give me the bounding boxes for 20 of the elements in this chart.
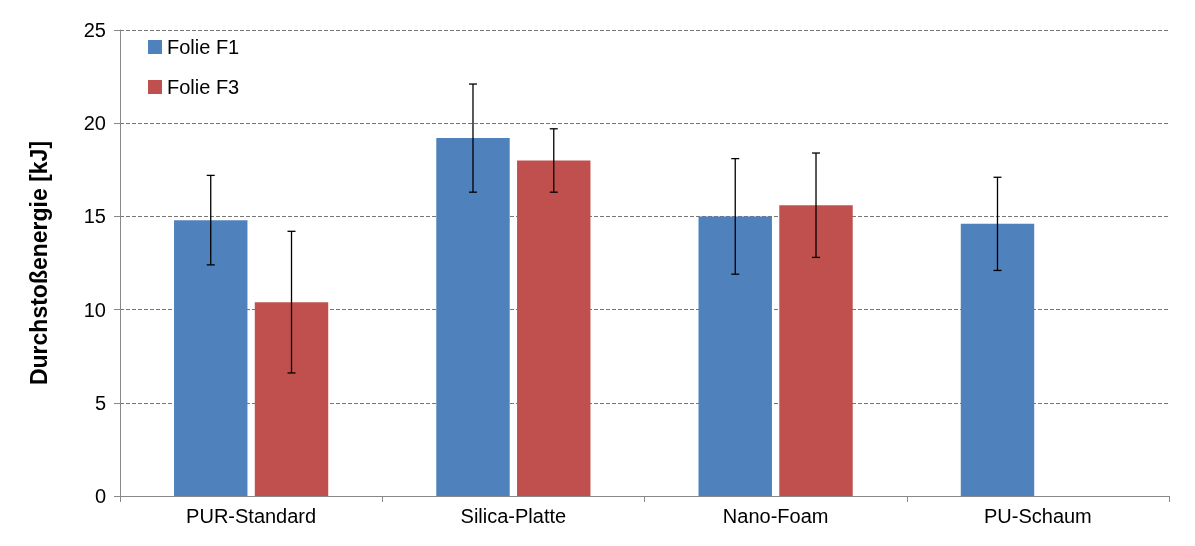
- y-tick-label: 0: [94, 485, 106, 507]
- bar: [779, 205, 853, 496]
- bar: [698, 216, 772, 496]
- y-tick-label: 25: [83, 19, 106, 41]
- y-tick-label: 20: [83, 112, 106, 135]
- legend-label: Folie F1: [167, 36, 240, 58]
- bar: [517, 160, 591, 496]
- y-tick-label: 15: [83, 205, 106, 228]
- bar: [254, 302, 329, 496]
- y-axis-title: Durchstoßenergie [kJ]: [25, 140, 52, 386]
- y-tick-label: 10: [83, 298, 106, 321]
- x-tick-label: PUR-Standard: [186, 505, 317, 527]
- y-tick-label: 5: [94, 391, 106, 414]
- bar: [174, 220, 248, 496]
- x-tick-label: PU-Schaum: [983, 505, 1092, 527]
- x-tick-label: Silica-Platte: [460, 505, 567, 527]
- bar: [960, 223, 1035, 496]
- bar: [436, 138, 510, 496]
- legend-label: Folie F3: [167, 76, 240, 98]
- x-tick-label: Nano-Foam: [722, 505, 829, 527]
